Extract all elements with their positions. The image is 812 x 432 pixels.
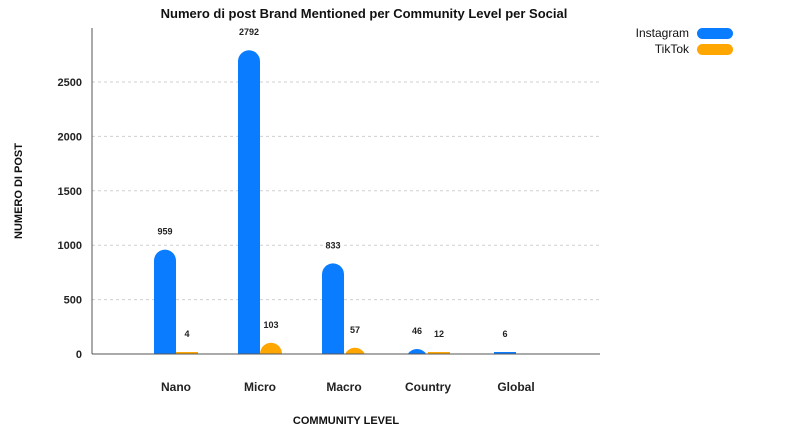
- x-axis-title: COMMUNITY LEVEL: [293, 415, 399, 427]
- data-labels: 959 2792 833 46 6 4 103 57 12: [157, 27, 507, 339]
- y-tick-label: 1500: [58, 186, 82, 198]
- x-tick-label: Global: [497, 380, 534, 394]
- data-label: 103: [263, 320, 278, 330]
- y-axis-title: NUMERO DI POST: [13, 143, 25, 239]
- bar-instagram-micro: [238, 50, 260, 354]
- y-tick-label: 1000: [58, 240, 82, 252]
- x-tick-label: Micro: [244, 380, 276, 394]
- data-label: 12: [434, 329, 444, 339]
- bar-tiktok-macro: [345, 347, 365, 354]
- legend-swatch-instagram: [697, 28, 733, 39]
- x-tick-label: Nano: [161, 380, 191, 394]
- y-tick-label: 2500: [58, 77, 82, 89]
- data-label: 4: [184, 329, 189, 339]
- bar-tiktok-micro: [260, 342, 282, 354]
- data-label: 46: [412, 326, 422, 336]
- data-label: 6: [502, 329, 507, 339]
- x-tick-labels: Nano Micro Macro Country Global: [161, 380, 535, 394]
- data-label: 833: [325, 240, 340, 250]
- y-tick-label: 500: [64, 295, 82, 307]
- data-label: 57: [350, 325, 360, 335]
- y-tick-labels: 0 500 1000 1500 2000 2500: [58, 77, 82, 361]
- legend-label-tiktok: TikTok: [655, 42, 690, 56]
- bars: [154, 50, 516, 354]
- legend-swatch-tiktok: [697, 44, 733, 55]
- legend-label-instagram: Instagram: [636, 26, 689, 40]
- data-label: 959: [157, 227, 172, 237]
- y-tick-label: 0: [76, 349, 82, 361]
- data-label: 2792: [239, 27, 259, 37]
- bar-instagram-macro: [322, 263, 344, 354]
- bar-instagram-country: [407, 348, 427, 354]
- bar-instagram-nano: [154, 249, 176, 354]
- chart-title: Numero di post Brand Mentioned per Commu…: [161, 6, 568, 21]
- y-tick-label: 2000: [58, 131, 82, 143]
- x-tick-label: Country: [405, 380, 451, 394]
- x-tick-label: Macro: [326, 380, 361, 394]
- gridlines: [92, 81, 600, 301]
- legend: Instagram TikTok: [636, 26, 733, 56]
